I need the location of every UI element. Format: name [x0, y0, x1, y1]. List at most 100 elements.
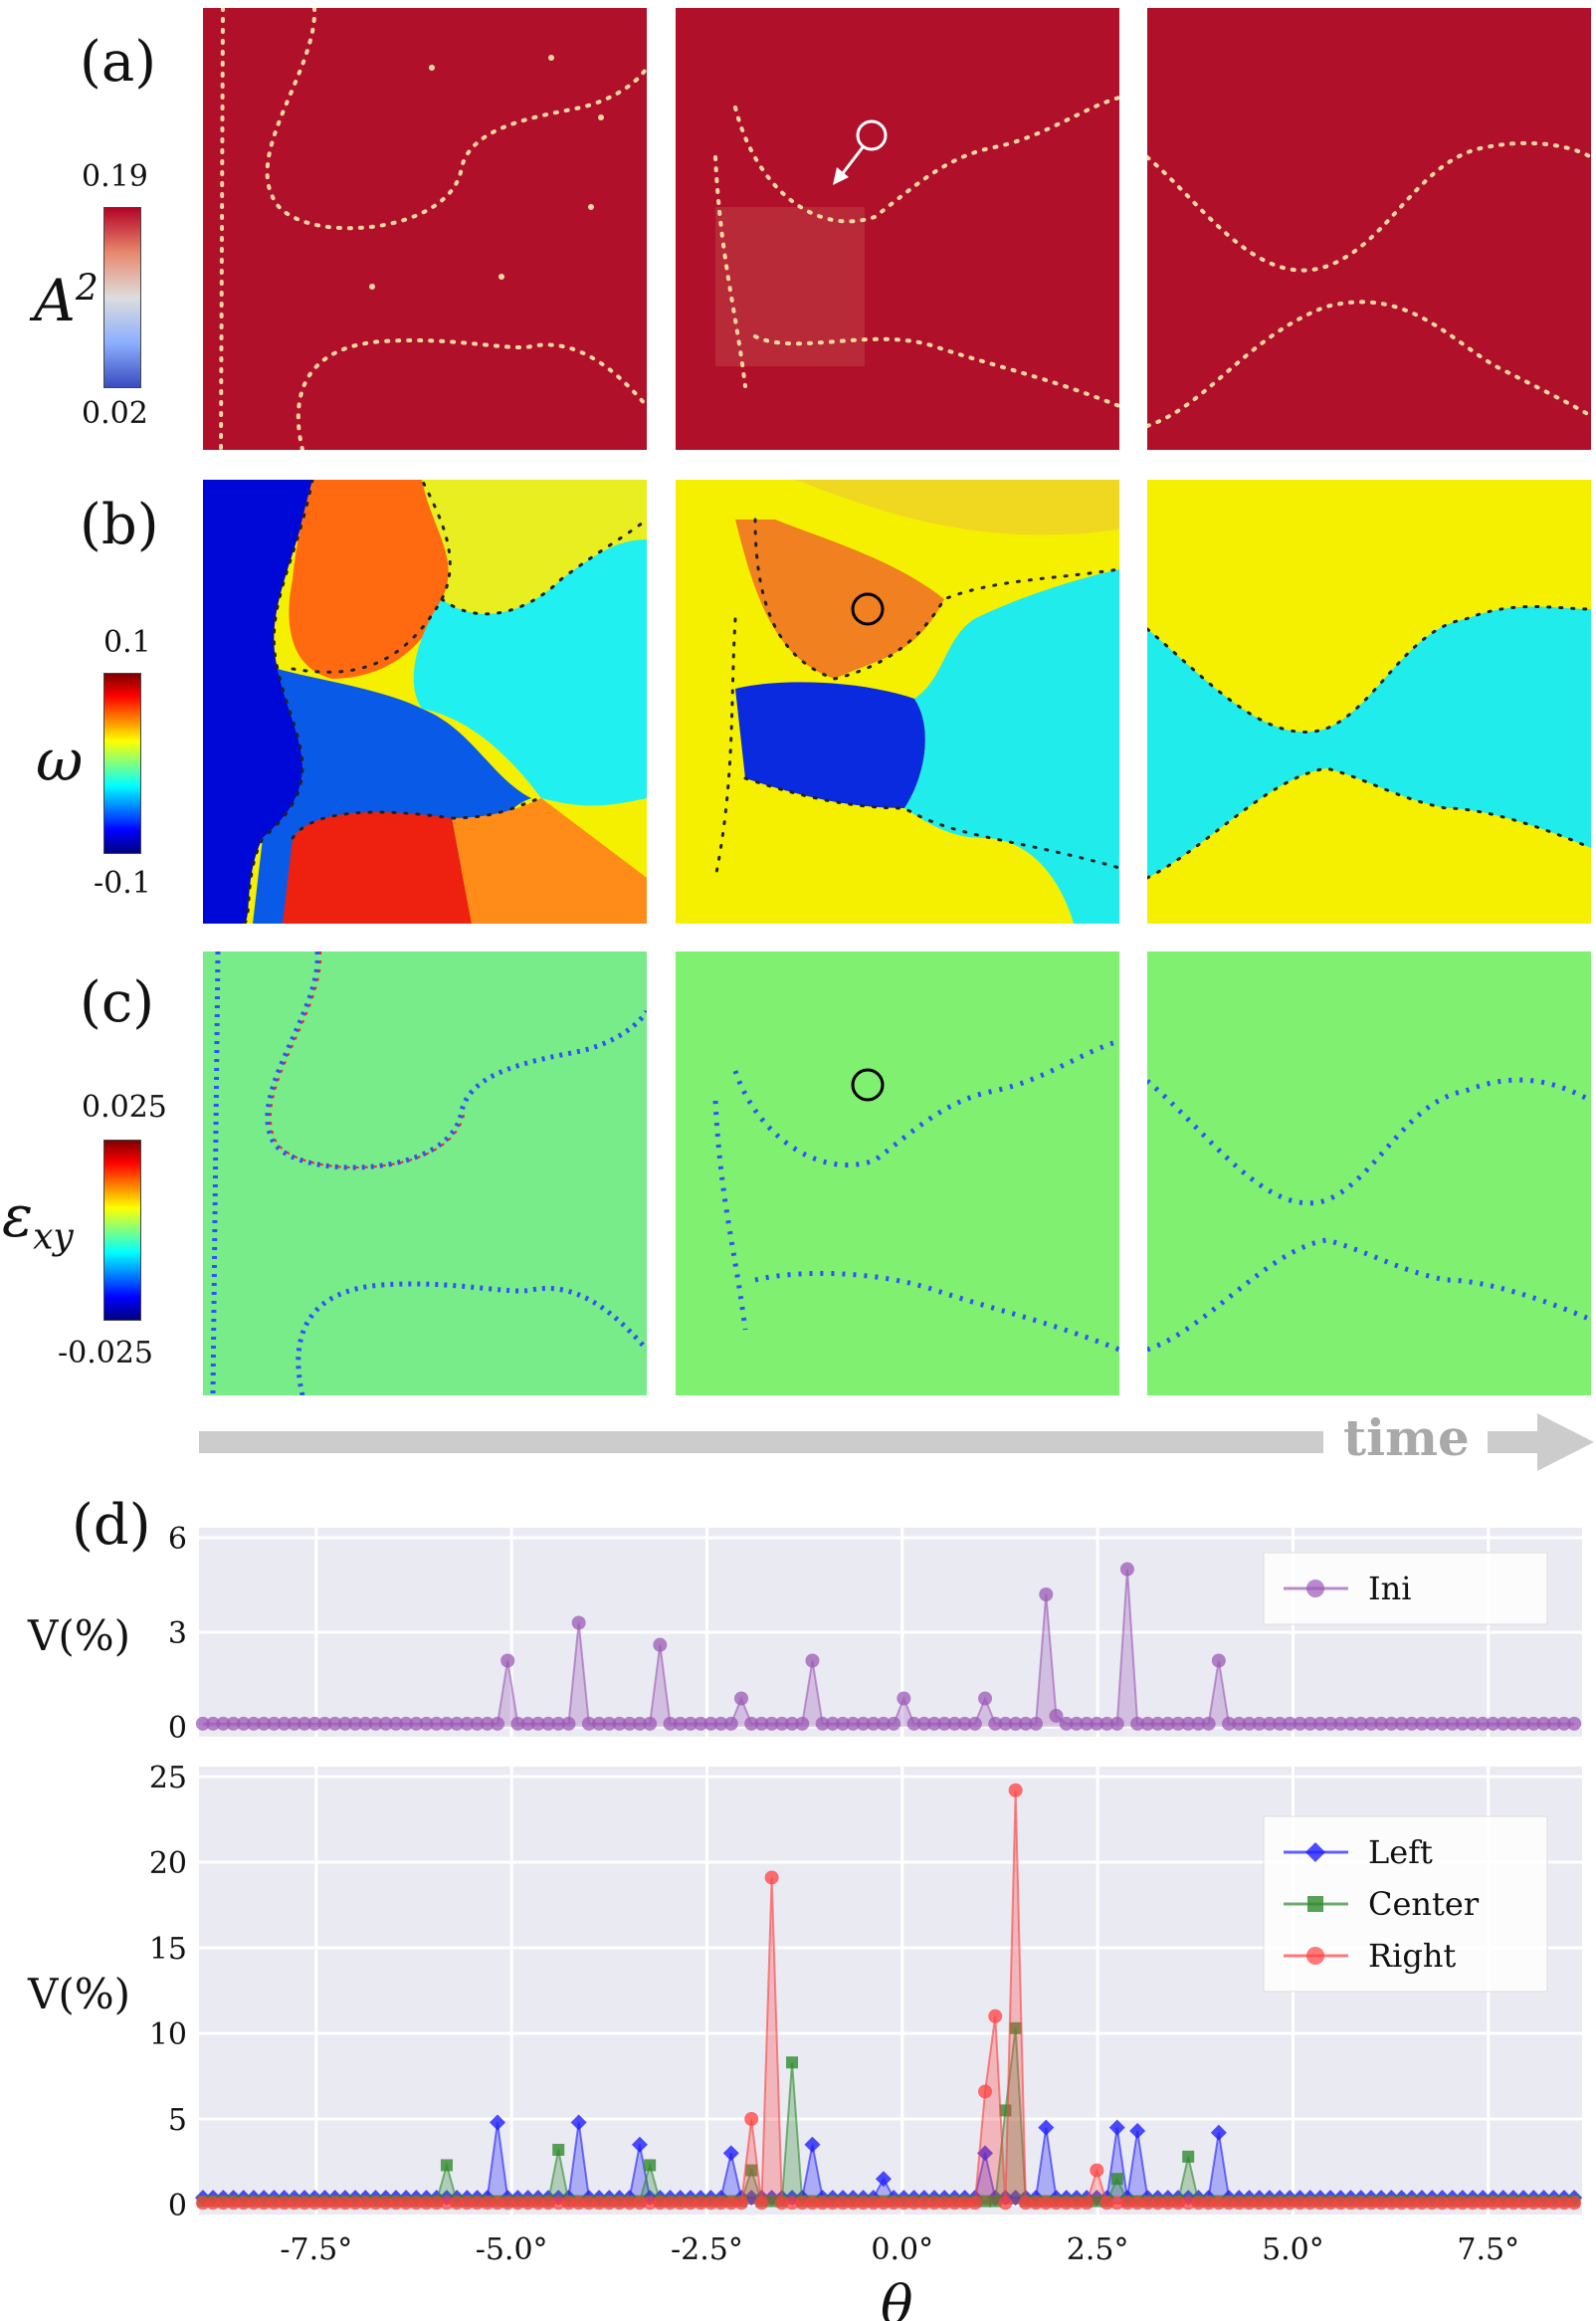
- data-point-right: [774, 2196, 789, 2211]
- data-point-ini: [663, 1716, 678, 1731]
- data-point-ini: [1201, 1716, 1216, 1731]
- data-point-ini: [368, 1716, 383, 1731]
- panel-label-b: (b): [80, 493, 159, 557]
- data-point-ini: [805, 1653, 820, 1668]
- data-point-ini: [1222, 1716, 1237, 1731]
- data-point-ini: [1252, 1716, 1267, 1731]
- data-point-right: [734, 2196, 749, 2211]
- data-point-ini: [1312, 1716, 1327, 1731]
- data-point-ini: [825, 1716, 840, 1731]
- data-point-right: [1505, 2196, 1520, 2211]
- data-point-right: [1160, 2196, 1175, 2211]
- data-point-right: [490, 2196, 504, 2211]
- data-point-ini: [643, 1716, 658, 1731]
- data-point-ini: [957, 1716, 972, 1731]
- data-point-ini: [388, 1716, 403, 1731]
- data-point-ini: [1455, 1716, 1470, 1731]
- legend-marker: [1306, 1947, 1324, 1965]
- data-point-right: [1466, 2196, 1481, 2211]
- data-point-right: [1130, 2196, 1145, 2211]
- data-point-ini: [887, 1716, 901, 1731]
- data-point-right: [947, 2196, 962, 2211]
- data-point-right: [1273, 2196, 1288, 2211]
- data-point-right: [298, 2196, 312, 2211]
- data-point-ini: [1232, 1716, 1247, 1731]
- cbar-a-max: 0.19: [82, 159, 148, 194]
- data-point-ini: [409, 1716, 424, 1731]
- field-b-initial: [203, 480, 647, 924]
- data-point-ini: [561, 1716, 576, 1731]
- data-point-right: [500, 2196, 515, 2211]
- data-point-ini: [470, 1716, 485, 1731]
- data-point-right: [1496, 2196, 1510, 2211]
- data-point-left: [1038, 2119, 1055, 2136]
- data-point-left: [570, 2114, 587, 2131]
- data-point-right: [1516, 2196, 1531, 2211]
- data-point-ini: [530, 1716, 545, 1731]
- data-point-right: [622, 2196, 637, 2211]
- data-point-right: [277, 2196, 292, 2211]
- data-point-ini: [673, 1716, 688, 1731]
- data-point-right: [856, 2196, 871, 2211]
- data-point-right: [998, 2196, 1013, 2211]
- data-point-ini: [836, 1716, 851, 1731]
- data-point-right: [1069, 2196, 1084, 2211]
- data-point-right: [480, 2196, 495, 2211]
- y-tick-label: 10: [149, 2017, 187, 2052]
- data-point-right: [866, 2196, 881, 2211]
- data-point-right: [581, 2196, 596, 2211]
- data-point-center: [786, 2056, 799, 2069]
- data-point-ini: [1150, 1716, 1165, 1731]
- data-point-left: [1210, 2124, 1227, 2141]
- data-point-ini: [1394, 1716, 1409, 1731]
- data-point-right: [1008, 1783, 1023, 1797]
- data-point-right: [683, 2196, 698, 2211]
- data-point-ini: [856, 1716, 871, 1731]
- data-point-right: [368, 2196, 383, 2211]
- data-point-ini: [1516, 1716, 1531, 1731]
- x-tick-label: -5.0°: [476, 2232, 548, 2267]
- data-point-ini: [1211, 1653, 1226, 1668]
- data-point-right: [470, 2196, 485, 2211]
- data-point-ini: [906, 1716, 921, 1731]
- data-point-ini: [307, 1716, 322, 1731]
- data-point-right: [337, 2196, 352, 2211]
- data-point-center: [552, 2143, 565, 2156]
- data-point-right: [1343, 2196, 1358, 2211]
- data-point-ini: [1404, 1716, 1419, 1731]
- x-tick-label: 5.0°: [1262, 2232, 1324, 2267]
- data-point-right: [1059, 2196, 1074, 2211]
- data-point-ini: [1323, 1716, 1338, 1731]
- data-point-right: [1415, 2196, 1430, 2211]
- data-point-center: [979, 2195, 992, 2208]
- data-point-right: [1252, 2196, 1267, 2211]
- data-point-right: [1242, 2196, 1257, 2211]
- data-point-right: [957, 2196, 972, 2211]
- y-axis-label: V(%): [27, 1611, 130, 1660]
- data-point-right: [216, 2196, 231, 2211]
- data-point-right: [226, 2196, 241, 2211]
- data-point-right: [1333, 2196, 1348, 2211]
- data-point-ini: [795, 1716, 810, 1731]
- data-point-right: [1262, 2196, 1277, 2211]
- data-point-ini: [1384, 1716, 1399, 1731]
- data-point-ini: [277, 1716, 292, 1731]
- cbar-c-max: 0.025: [82, 1090, 167, 1125]
- y-tick-label: 5: [168, 2103, 187, 2138]
- data-point-ini: [236, 1716, 251, 1731]
- y-tick-label: 25: [149, 1761, 187, 1795]
- data-point-right: [805, 2196, 820, 2211]
- data-point-ini: [450, 1716, 465, 1731]
- data-point-right: [1080, 2196, 1095, 2211]
- panel-label-d: (d): [72, 1493, 151, 1558]
- data-point-right: [836, 2196, 851, 2211]
- data-point-ini: [815, 1716, 830, 1731]
- y-tick-label: 6: [168, 1522, 187, 1557]
- data-point-right: [246, 2196, 261, 2211]
- data-point-right: [673, 2196, 688, 2211]
- data-point-ini: [1069, 1716, 1084, 1731]
- data-point-right: [510, 2196, 525, 2211]
- data-point-ini: [916, 1716, 931, 1731]
- data-point-ini: [287, 1716, 301, 1731]
